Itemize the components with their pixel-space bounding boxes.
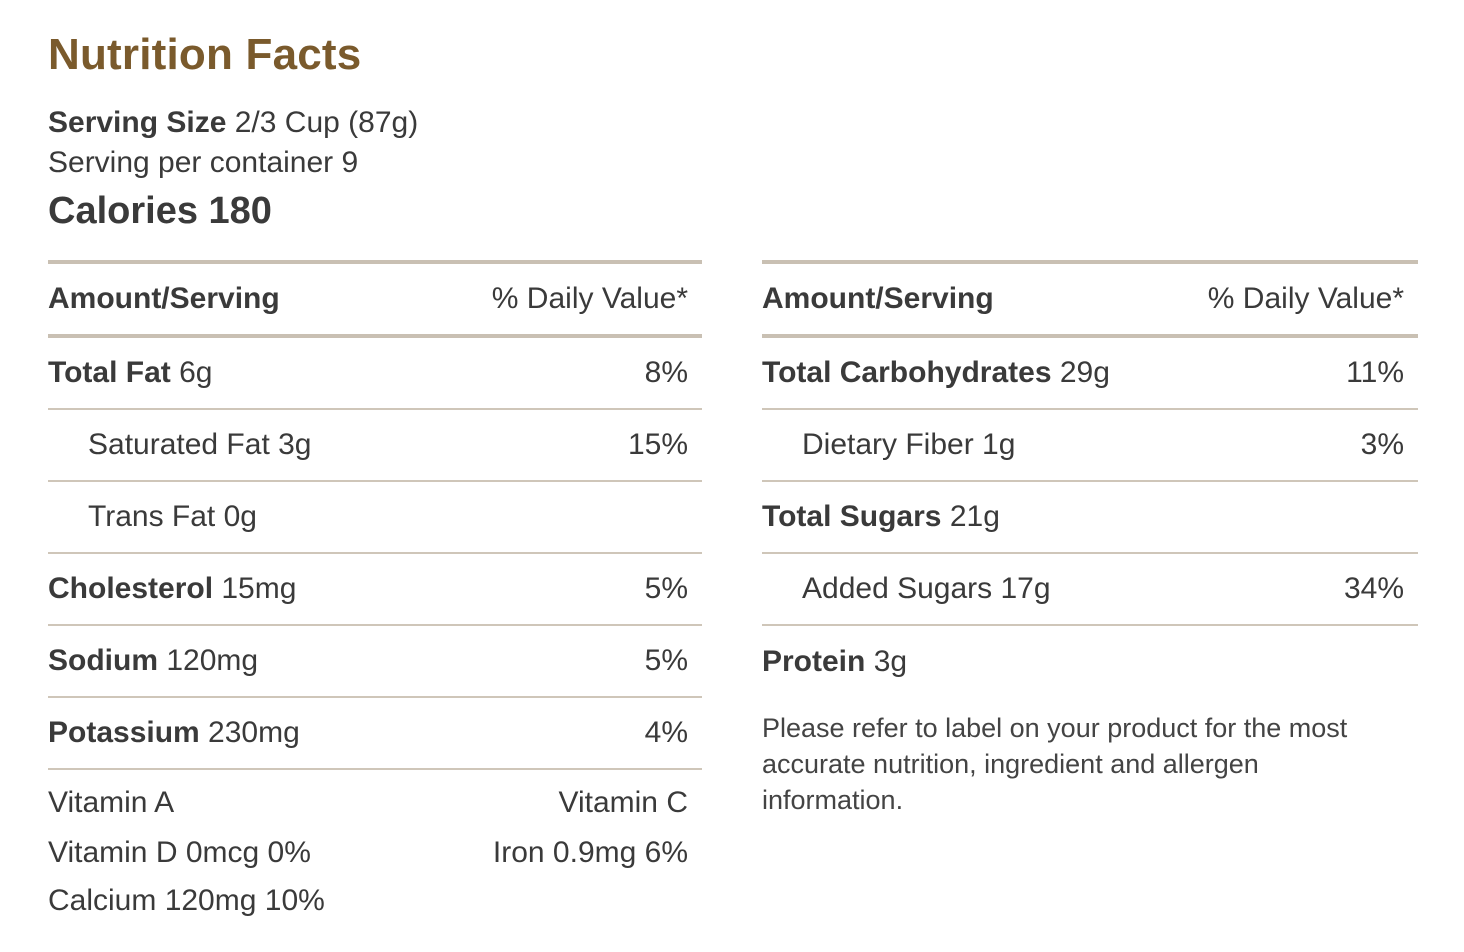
daily-value-header: % Daily Value* — [1207, 282, 1404, 315]
vitamin-a: Vitamin A — [48, 786, 175, 819]
right-nutrient-table: Amount/Serving % Daily Value* Total Carb… — [762, 260, 1418, 818]
daily-value: 5% — [644, 572, 688, 605]
daily-value-header: % Daily Value* — [491, 282, 688, 315]
nutrient-amount: 120mg — [158, 644, 259, 677]
daily-value: 3% — [1360, 428, 1404, 461]
nutrient-label: Cholesterol — [48, 572, 214, 605]
servings-per-container: Serving per container 9 — [48, 146, 359, 179]
nutrient-row-saturated-fat: Saturated Fat 3g 15% — [48, 410, 702, 482]
nutrient-row-total-sugars: Total Sugars 21g — [762, 482, 1418, 554]
amount-serving-header: Amount/Serving — [48, 282, 280, 315]
nutrient-name: Potassium 230mg — [48, 716, 300, 750]
nutrient-row-trans-fat: Trans Fat 0g — [48, 482, 702, 554]
nutrient-name: Sodium 120mg — [48, 644, 258, 678]
serving-size-value: 2/3 Cup (87g) — [226, 106, 419, 139]
daily-value: 8% — [644, 356, 688, 389]
nutrient-name: Total Sugars 21g — [762, 500, 1000, 534]
table-header: Amount/Serving % Daily Value* — [48, 264, 702, 338]
vitamin-row: Vitamin D 0mcg 0% Iron 0.9mg 6% — [48, 836, 702, 870]
nutrient-label: Potassium — [48, 716, 200, 749]
nutrient-amount: 230mg — [199, 716, 300, 749]
daily-value: 5% — [644, 644, 688, 677]
daily-value: 11% — [1346, 356, 1404, 389]
nutrient-amount: 6g — [170, 356, 213, 389]
vitamin-row: Vitamin A Vitamin C — [48, 786, 702, 820]
nutrient-row-dietary-fiber: Dietary Fiber 1g 3% — [762, 410, 1418, 482]
serving-size: Serving Size 2/3 Cup (87g) — [48, 106, 418, 140]
nutrient-name: Total Carbohydrates 29g — [762, 356, 1110, 390]
nutrient-label: Total Sugars — [762, 500, 942, 533]
table-header: Amount/Serving % Daily Value* — [762, 264, 1418, 338]
nutrient-row-added-sugars: Added Sugars 17g 34% — [762, 554, 1418, 626]
left-nutrient-table: Amount/Serving % Daily Value* Total Fat … — [48, 260, 702, 918]
nutrient-row-sodium: Sodium 120mg 5% — [48, 626, 702, 698]
nutrient-amount: 3g — [865, 645, 908, 678]
nutrient-label: Total Carbohydrates — [762, 356, 1052, 389]
serving-size-label: Serving Size — [48, 106, 227, 139]
calories: Calories 180 — [48, 190, 272, 232]
nutrient-row-potassium: Potassium 230mg 4% — [48, 698, 702, 770]
nutrient-name: Total Fat 6g — [48, 356, 213, 390]
disclaimer-note: Please refer to label on your product fo… — [762, 713, 1348, 815]
iron: Iron 0.9mg 6% — [492, 836, 688, 869]
nutrient-name: Saturated Fat 3g — [88, 428, 312, 461]
nutrient-amount: 15mg — [213, 572, 297, 605]
nutrient-name: Added Sugars 17g — [802, 572, 1051, 605]
page-title: Nutrition Facts — [48, 30, 362, 79]
nutrient-label: Protein — [762, 645, 866, 678]
vitamin-d: Vitamin D 0mcg 0% — [48, 836, 311, 869]
nutrient-name: Dietary Fiber 1g — [802, 428, 1016, 461]
vitamin-row: Calcium 120mg 10% — [48, 884, 702, 918]
daily-value: 34% — [1343, 572, 1404, 605]
amount-serving-header: Amount/Serving — [762, 282, 994, 315]
nutrient-row-total-carbohydrates: Total Carbohydrates 29g 11% — [762, 338, 1418, 410]
nutrient-row-protein: Protein 3g — [762, 626, 1418, 698]
daily-value: 4% — [644, 716, 688, 749]
nutrient-label: Total Fat — [48, 356, 171, 389]
calcium: Calcium 120mg 10% — [48, 884, 325, 917]
vitamin-c: Vitamin C — [558, 786, 689, 819]
nutrient-row-cholesterol: Cholesterol 15mg 5% — [48, 554, 702, 626]
nutrient-name: Cholesterol 15mg — [48, 572, 296, 606]
nutrient-row-total-fat: Total Fat 6g 8% — [48, 338, 702, 410]
top-divider — [762, 260, 1418, 264]
nutrient-name: Protein 3g — [762, 645, 907, 679]
nutrient-label: Sodium — [48, 644, 158, 677]
daily-value: 15% — [627, 428, 688, 461]
nutrient-amount: 29g — [1051, 356, 1110, 389]
nutrient-amount: 21g — [941, 500, 1000, 533]
top-divider — [48, 260, 702, 264]
nutrient-name: Trans Fat 0g — [88, 500, 257, 533]
